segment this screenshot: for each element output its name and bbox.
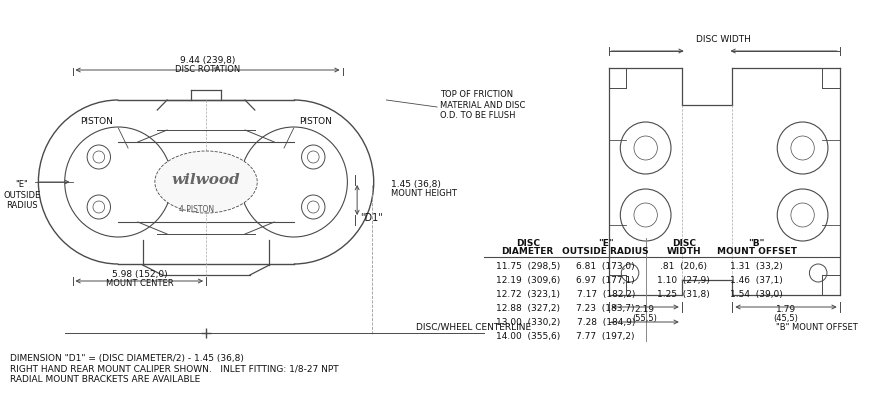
Text: RIGHT HAND REAR MOUNT CALIPER SHOWN.   INLET FITTING: 1/8-27 NPT: RIGHT HAND REAR MOUNT CALIPER SHOWN. INL… bbox=[10, 365, 339, 373]
Text: 4 PISTON: 4 PISTON bbox=[178, 205, 214, 215]
Text: 5.98 (152,0): 5.98 (152,0) bbox=[112, 271, 168, 279]
Text: DISC WIDTH: DISC WIDTH bbox=[696, 35, 751, 45]
Text: 1.10  (27,9): 1.10 (27,9) bbox=[657, 277, 710, 285]
Text: 12.88  (327,2): 12.88 (327,2) bbox=[496, 304, 560, 314]
Text: 1.79: 1.79 bbox=[776, 306, 796, 314]
Text: 2.19: 2.19 bbox=[634, 306, 654, 314]
Text: .81  (20,6): .81 (20,6) bbox=[660, 263, 707, 271]
Text: "B" MOUNT OFFSET: "B" MOUNT OFFSET bbox=[776, 324, 858, 332]
Text: DIMENSION "D1" = (DISC DIAMETER/2) - 1.45 (36,8): DIMENSION "D1" = (DISC DIAMETER/2) - 1.4… bbox=[10, 353, 244, 363]
Text: 6.97  (177,1): 6.97 (177,1) bbox=[577, 277, 635, 285]
Text: TOP OF FRICTION
MATERIAL AND DISC
O.D. TO BE FLUSH: TOP OF FRICTION MATERIAL AND DISC O.D. T… bbox=[440, 90, 525, 120]
Text: MOUNT CENTER: MOUNT CENTER bbox=[106, 279, 173, 287]
Text: 1.46  (37,1): 1.46 (37,1) bbox=[731, 277, 783, 285]
Text: "E"
OUTSIDE
RADIUS: "E" OUTSIDE RADIUS bbox=[4, 180, 40, 210]
Text: WIDTH: WIDTH bbox=[667, 248, 701, 256]
Text: MOUNT HEIGHT: MOUNT HEIGHT bbox=[391, 189, 458, 197]
Text: RADIAL MOUNT BRACKETS ARE AVAILABLE: RADIAL MOUNT BRACKETS ARE AVAILABLE bbox=[10, 375, 200, 384]
Text: PISTON: PISTON bbox=[80, 117, 114, 127]
Text: 12.19  (309,6): 12.19 (309,6) bbox=[495, 277, 560, 285]
Text: 6.81  (173,0): 6.81 (173,0) bbox=[577, 263, 635, 271]
Text: 11.75  (298,5): 11.75 (298,5) bbox=[495, 263, 560, 271]
Text: 7.77  (197,2): 7.77 (197,2) bbox=[577, 332, 635, 341]
Text: 12.72  (323,1): 12.72 (323,1) bbox=[496, 291, 560, 300]
Text: 1.54  (39,0): 1.54 (39,0) bbox=[731, 291, 783, 300]
Text: (55,5): (55,5) bbox=[633, 314, 657, 324]
Text: 1.25  (31,8): 1.25 (31,8) bbox=[657, 291, 710, 300]
Text: "E": "E" bbox=[598, 238, 613, 248]
Ellipse shape bbox=[155, 151, 257, 213]
Text: MOUNT OFFSET: MOUNT OFFSET bbox=[717, 248, 797, 256]
Text: DISC/WHEEL CENTERLINE: DISC/WHEEL CENTERLINE bbox=[416, 322, 531, 332]
Text: 9.44 (239,8): 9.44 (239,8) bbox=[180, 55, 235, 64]
Text: 7.28  (184,9): 7.28 (184,9) bbox=[577, 318, 635, 328]
Text: PISTON: PISTON bbox=[298, 117, 332, 127]
Text: DISC: DISC bbox=[515, 238, 540, 248]
Text: 7.23  (183,7): 7.23 (183,7) bbox=[577, 304, 635, 314]
Text: "D1": "D1" bbox=[360, 213, 383, 223]
Text: 13.00  (330,2): 13.00 (330,2) bbox=[495, 318, 560, 328]
Text: 1.31  (33,2): 1.31 (33,2) bbox=[731, 263, 783, 271]
Text: 14.00  (355,6): 14.00 (355,6) bbox=[495, 332, 560, 341]
Text: OUTSIDE RADIUS: OUTSIDE RADIUS bbox=[563, 248, 649, 256]
Text: "B": "B" bbox=[749, 238, 765, 248]
Text: wilwood: wilwood bbox=[172, 173, 241, 187]
Text: 1.45 (36,8): 1.45 (36,8) bbox=[391, 181, 441, 189]
Text: DISC: DISC bbox=[672, 238, 696, 248]
Text: DIAMETER: DIAMETER bbox=[501, 248, 554, 256]
Text: 7.17  (182,2): 7.17 (182,2) bbox=[577, 291, 635, 300]
Text: DISC ROTATION: DISC ROTATION bbox=[175, 64, 241, 74]
Text: (45,5): (45,5) bbox=[774, 314, 799, 324]
